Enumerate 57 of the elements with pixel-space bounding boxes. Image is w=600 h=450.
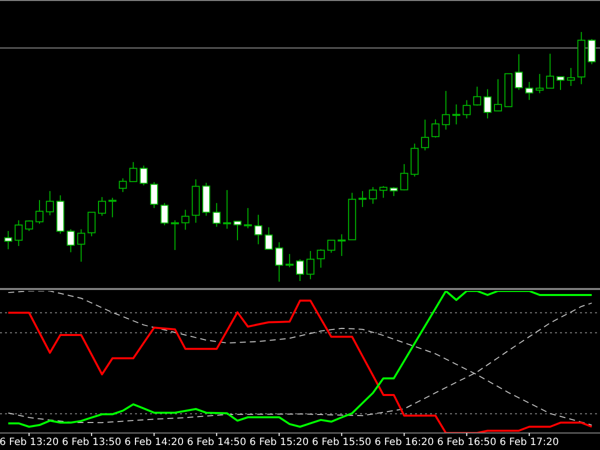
candlestick (275, 242, 284, 282)
candlestick (327, 240, 336, 254)
candlestick (129, 162, 138, 182)
candlestick (46, 190, 54, 216)
x-tick-label: 6 Feb 13:20 (0, 437, 59, 448)
x-tick-label: 6 Feb 14:20 (124, 437, 184, 448)
candlestick (286, 253, 294, 268)
candlestick (421, 119, 430, 151)
candlestick (88, 212, 96, 237)
candlestick (77, 228, 86, 262)
candlestick (473, 86, 482, 106)
candlestick (452, 104, 460, 125)
x-tick-label: 6 Feb 15:50 (312, 437, 372, 448)
x-tick-label: 6 Feb 17:20 (500, 437, 559, 448)
candlestick (108, 197, 116, 218)
x-tick-label: 6 Feb 16:50 (437, 437, 496, 448)
candlestick (442, 90, 450, 130)
candlestick (338, 234, 346, 256)
x-tick-label: 6 Feb 13:50 (62, 437, 122, 448)
candlestick (536, 73, 544, 94)
candlestick (368, 186, 377, 204)
candlestick (160, 202, 169, 226)
candlestick (264, 226, 273, 250)
candlestick (66, 228, 75, 253)
candlestick (233, 220, 242, 241)
candlestick (150, 182, 158, 209)
candlestick (244, 208, 252, 229)
candlestick (494, 78, 502, 112)
candlestick (462, 100, 471, 119)
candlestick (514, 54, 523, 90)
candlestick (306, 250, 314, 280)
x-tick-label: 6 Feb 16:20 (374, 437, 434, 448)
candlestick (212, 202, 221, 228)
x-tick-label: 6 Feb 14:50 (187, 437, 246, 448)
candlestick (118, 178, 127, 193)
candlestick (296, 258, 304, 282)
candlestick (254, 214, 262, 245)
candlestick (98, 196, 106, 216)
candlestick (400, 164, 408, 191)
candlestick (35, 200, 44, 224)
candlestick (484, 88, 492, 119)
candlestick (358, 190, 367, 208)
candlestick (181, 209, 190, 230)
candlestick (431, 118, 440, 138)
candlestick (525, 81, 534, 100)
candlestick (566, 67, 575, 86)
candlestick (170, 220, 179, 250)
x-tick-label: 6 Feb 15:20 (250, 437, 309, 448)
candlestick (223, 190, 232, 230)
candlestick (14, 220, 23, 246)
candlestick (556, 76, 565, 90)
candlestick (379, 186, 388, 198)
candlestick (588, 38, 596, 65)
candlestick (546, 53, 554, 89)
candlestick (316, 248, 325, 268)
candlestick (140, 165, 148, 186)
candlestick (4, 230, 12, 250)
